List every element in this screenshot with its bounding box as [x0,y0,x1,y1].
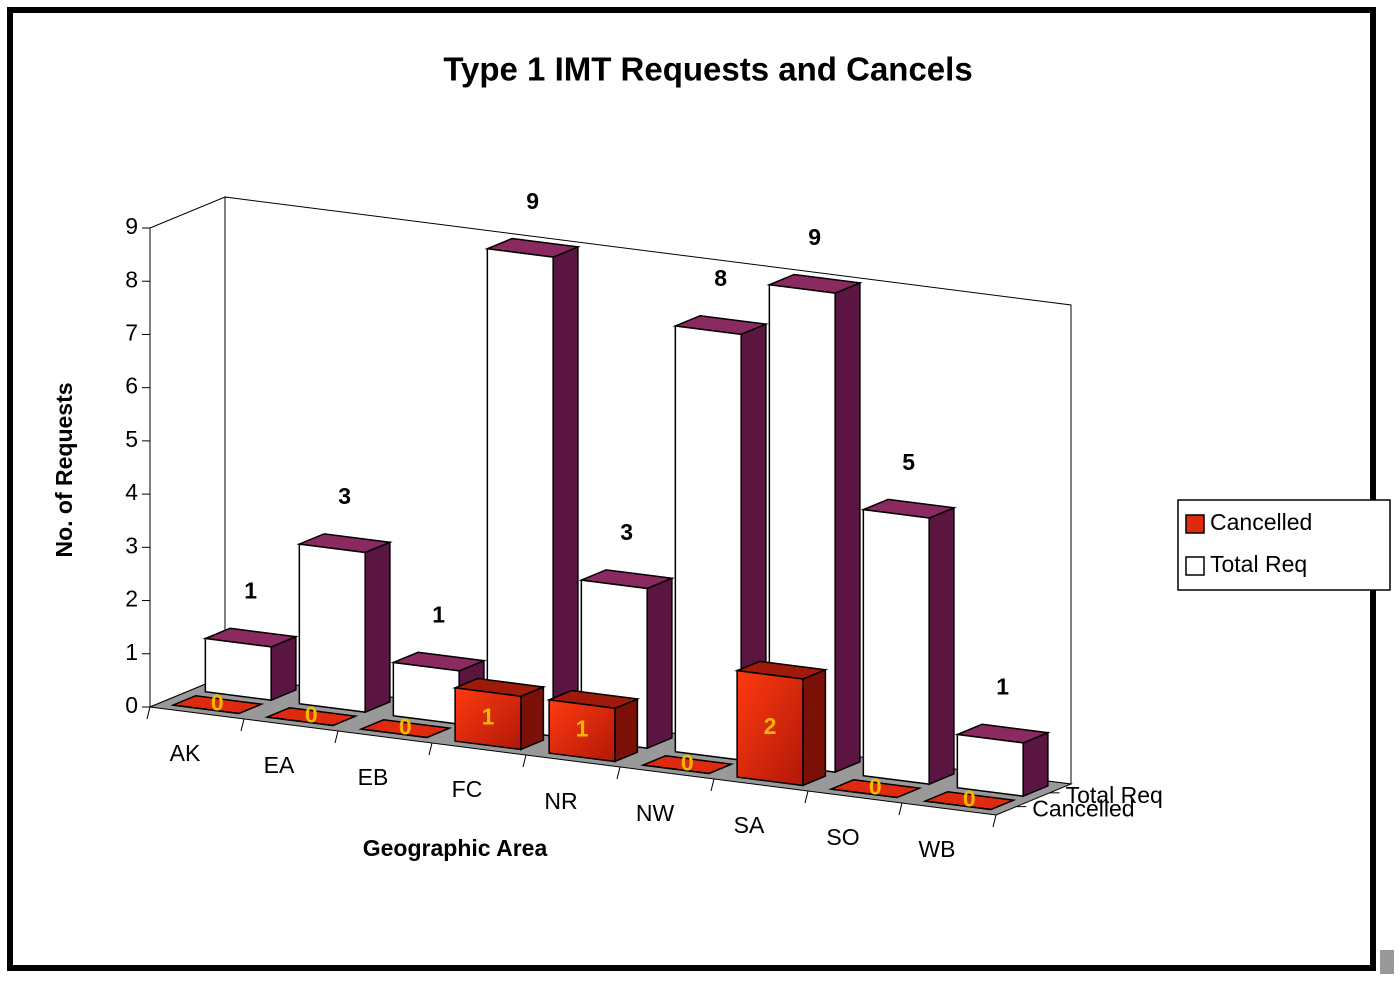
y-tick-label: 9 [125,213,138,239]
value-label: 1 [576,716,589,742]
bar-front [863,510,929,785]
x-tick-label: EB [358,764,389,790]
value-label: 0 [681,750,694,776]
x-tick-label: SA [734,812,765,838]
x-axis-divider [523,755,526,767]
legend-swatch [1186,557,1204,575]
bar-side [271,637,296,700]
x-tick-label: FC [452,776,483,802]
x-tick-label: EA [264,752,295,778]
bar-side [647,578,672,748]
value-label: 1 [996,674,1009,700]
value-label: 0 [869,774,882,800]
depth-label: Total Req [1066,782,1163,808]
value-label: 0 [305,702,318,728]
frame-shadow [1380,950,1394,974]
y-tick-label: 8 [125,266,138,292]
x-axis-divider [711,779,714,791]
x-axis-divider [429,743,432,755]
value-label: 8 [714,265,727,291]
bar-side [803,670,826,786]
bar-side [553,247,578,736]
value-label: 1 [244,578,257,604]
bar [737,661,825,785]
x-axis-divider [617,767,620,779]
x-axis-divider [147,707,150,719]
y-tick-label: 0 [125,692,138,718]
value-label: 9 [808,224,821,250]
left-wall [150,197,225,707]
y-tick-label: 2 [125,586,138,612]
y-tick-label: 4 [125,479,138,505]
y-axis-label: No. of Requests [51,382,77,557]
value-label: 3 [620,519,633,545]
x-tick-label: AK [170,740,201,766]
chart-title: Type 1 IMT Requests and Cancels [443,51,972,88]
x-axis-divider [993,815,996,827]
value-label: 5 [902,449,915,475]
bar-front [675,326,741,760]
bar-side [1023,733,1048,796]
bar [487,239,578,737]
bar [863,499,954,784]
value-label: 3 [338,483,351,509]
value-label: 0 [963,786,976,812]
value-label: 2 [764,713,777,739]
bar-front [299,544,365,712]
x-tick-label: NR [544,788,577,814]
x-tick-label: WB [918,836,955,862]
bar [549,691,637,762]
y-tick-label: 6 [125,373,138,399]
value-label: 9 [526,188,539,214]
x-axis-label: Geographic Area [363,835,548,861]
bar-side [835,283,860,772]
value-label: 1 [482,704,495,730]
value-label: 0 [399,714,412,740]
y-tick-label: 3 [125,532,138,558]
y-tick-label: 5 [125,426,138,452]
bar [299,534,390,712]
legend-label: Total Req [1210,551,1307,577]
value-label: 1 [432,602,445,628]
legend-swatch [1186,515,1204,533]
value-label: 0 [211,690,224,716]
x-tick-label: NW [636,800,675,826]
bar-side [365,542,390,712]
bar-side [615,699,638,762]
legend-label: Cancelled [1210,509,1312,535]
y-tick-label: 7 [125,320,138,346]
bar [455,679,543,750]
x-tick-label: SO [826,824,859,850]
x-axis-divider [241,719,244,731]
x-axis-divider [335,731,338,743]
x-axis-divider [899,803,902,815]
chart: Type 1 IMT Requests and Cancels Geograph… [0,0,1400,977]
y-tick-label: 1 [125,639,138,665]
bar-side [929,508,954,784]
x-axis-divider [805,791,808,803]
bar-front [487,249,553,736]
bar-side [521,687,544,750]
